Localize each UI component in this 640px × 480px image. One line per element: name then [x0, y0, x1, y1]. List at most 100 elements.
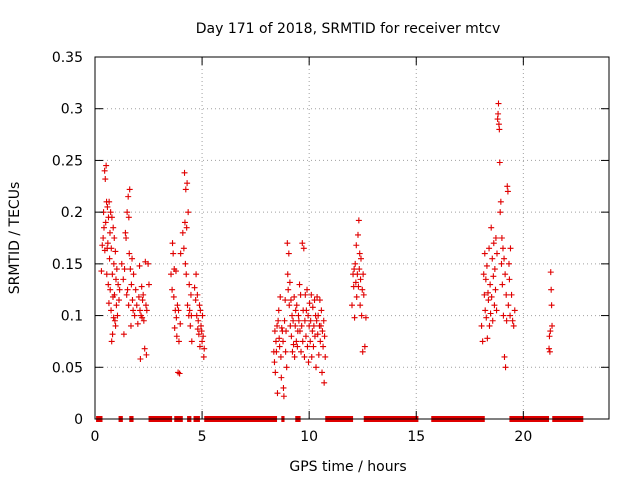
data-point-marker [271, 328, 278, 335]
data-point-marker [499, 281, 506, 288]
data-point-marker [111, 317, 118, 324]
data-point-marker [271, 359, 278, 366]
data-point-marker [280, 393, 287, 400]
data-point-marker [502, 271, 509, 278]
data-point-marker [135, 293, 142, 300]
data-point-marker [110, 224, 117, 231]
data-point-marker [145, 260, 152, 267]
data-point-marker [272, 369, 279, 376]
data-point-marker [168, 271, 175, 278]
data-point-marker [134, 320, 141, 327]
data-point-marker [137, 356, 144, 363]
x-tick-label: 20 [514, 429, 532, 445]
y-tick-label: 0.1 [61, 309, 83, 325]
data-point-marker [319, 369, 326, 376]
data-point-marker [104, 203, 111, 210]
data-point-marker [139, 314, 146, 321]
data-point-marker [307, 317, 314, 324]
data-point-marker [548, 286, 555, 293]
data-point-marker [505, 260, 512, 267]
data-point-marker [302, 291, 309, 298]
data-point-marker [139, 297, 146, 304]
data-point-marker [115, 297, 122, 304]
data-point-marker [131, 312, 138, 319]
axes: 0 0.05 0.1 0.15 0.2 0.25 0.3 0.35 0 5 10 15 20 [52, 50, 609, 445]
data-point-marker [508, 291, 515, 298]
data-point-marker [103, 162, 110, 169]
data-point-marker [547, 269, 554, 276]
data-point-marker [313, 364, 320, 371]
data-point-marker [175, 307, 182, 314]
data-point-marker [498, 260, 505, 267]
data-point-marker [306, 300, 313, 307]
data-point-marker [201, 345, 208, 352]
data-point-marker [286, 302, 293, 309]
data-point-marker [495, 100, 502, 107]
data-point-marker [280, 338, 287, 345]
data-point-marker [124, 209, 131, 216]
data-point-marker [505, 302, 512, 309]
data-point-marker [277, 353, 284, 360]
data-point-marker [351, 314, 358, 321]
data-point-marker [105, 281, 112, 288]
data-point-marker [321, 333, 328, 340]
data-point-marker [193, 271, 200, 278]
data-point-marker [304, 286, 311, 293]
data-point-marker [272, 338, 279, 345]
data-point-marker [299, 338, 306, 345]
data-point-marker [494, 116, 501, 123]
y-tick-label: 0.05 [52, 360, 83, 376]
data-point-marker [308, 353, 315, 360]
data-point-marker [290, 317, 297, 324]
data-point-marker [182, 186, 189, 193]
data-point-marker [200, 333, 207, 340]
data-point-marker [194, 291, 201, 298]
data-point-marker [145, 281, 152, 288]
data-point-marker [98, 268, 105, 275]
data-point-marker [275, 317, 282, 324]
data-point-marker [290, 341, 297, 348]
data-point-marker [321, 379, 328, 386]
data-point-marker [136, 262, 143, 269]
data-point-marker [285, 250, 292, 257]
data-point-marker [360, 271, 367, 278]
x-tick-label: 0 [91, 429, 100, 445]
data-point-marker [110, 314, 117, 321]
data-point-marker [286, 279, 293, 286]
data-point-marker [186, 281, 193, 288]
data-point-marker [362, 314, 369, 321]
data-point-marker [292, 307, 299, 314]
data-point-marker [111, 291, 118, 298]
data-point-marker [353, 293, 360, 300]
data-point-marker [276, 343, 283, 350]
data-point-marker [106, 229, 113, 236]
data-point-marker [487, 310, 494, 317]
data-point-marker [479, 338, 486, 345]
data-point-marker [273, 348, 280, 355]
data-point-marker [490, 273, 497, 280]
data-point-marker [294, 343, 301, 350]
data-point-marker [289, 348, 296, 355]
data-point-marker [284, 271, 291, 278]
x-axis-label: GPS time / hours [289, 459, 406, 475]
data-point-marker [359, 286, 366, 293]
data-point-marker [301, 353, 308, 360]
data-point-marker [499, 245, 506, 252]
data-point-marker [281, 317, 288, 324]
data-point-marker [314, 293, 321, 300]
data-point-marker [488, 224, 495, 231]
data-point-marker [311, 297, 318, 304]
data-point-marker [287, 297, 294, 304]
data-point-marker [503, 291, 510, 298]
data-point-marker [352, 260, 359, 267]
data-point-marker [308, 291, 315, 298]
data-point-marker [100, 235, 107, 241]
data-point-marker [314, 331, 321, 338]
data-point-marker [187, 322, 194, 329]
data-point-marker [483, 314, 490, 321]
data-point-marker [185, 209, 192, 216]
data-point-marker [496, 126, 503, 133]
data-point-marker [123, 235, 130, 241]
data-point-marker [175, 369, 182, 376]
